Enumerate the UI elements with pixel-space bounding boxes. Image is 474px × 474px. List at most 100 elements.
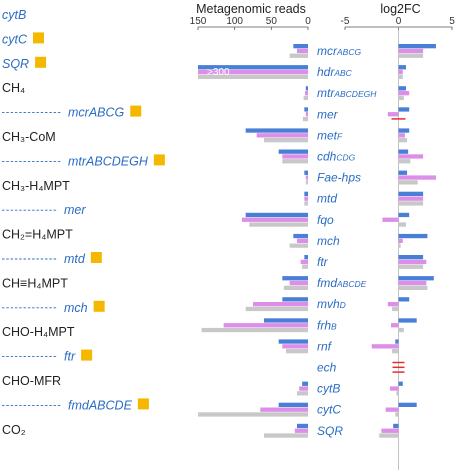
reads-bar (278, 149, 308, 154)
reads-bar (300, 259, 308, 265)
log2fc-bar (398, 196, 424, 201)
gene-indicator-box (90, 252, 102, 263)
log2fc-bar (398, 86, 406, 91)
reads-bar (198, 69, 308, 75)
log2fc-bar (398, 133, 405, 138)
log2fc-bar (398, 48, 424, 54)
log2fc-bar (395, 412, 399, 417)
log2fc-bar (381, 428, 399, 433)
gene-label: mvhD (317, 297, 346, 311)
log2fc-bar (398, 154, 424, 159)
log2fc-bar (398, 402, 417, 407)
gene-label: frhB (317, 318, 337, 332)
gene-label-sub: CDG (336, 153, 355, 163)
gene-label-main: mch (317, 234, 340, 248)
log2fc-bar (398, 280, 427, 286)
gene-pathway-label: ftr (64, 350, 76, 364)
gene-label: ftr (317, 255, 329, 269)
log2fc-bar (379, 433, 399, 438)
gene-label-main: fqo (317, 213, 334, 227)
log2fc-bar (398, 95, 404, 101)
log2fc-bar (398, 255, 424, 260)
log2fc-bar (398, 65, 406, 70)
reads-bar (253, 302, 308, 307)
log2fc-bar (398, 149, 409, 154)
reads-bar (283, 285, 308, 290)
log2fc-bar (398, 318, 417, 323)
gene-label-sub: B (331, 321, 337, 331)
gene-label-main: mcr (317, 44, 338, 58)
gene-pathway-label: cytB (2, 8, 26, 22)
gene-label: mer (317, 107, 339, 121)
gene-label-main: mtd (317, 192, 337, 206)
reads-bar (299, 386, 308, 391)
gene-label: cytB (317, 382, 340, 396)
reads-bar (303, 95, 308, 101)
gene-label-main: frh (317, 318, 331, 332)
gene-pathway-label: mtd (64, 252, 86, 266)
metabolite-label: CH≡H₄MPT (2, 276, 68, 290)
reads-bar (198, 74, 308, 79)
log2fc-bar (398, 233, 428, 239)
reads-bar (289, 243, 308, 248)
gene-label-main: fmd (317, 276, 337, 290)
gene-label-main: rnf (317, 339, 333, 353)
gene-pathway-label: fmdABCDE (68, 398, 133, 412)
reads-bar (294, 428, 308, 433)
gene-label-sub: D (340, 300, 346, 310)
gene-label: Fae-hps (317, 171, 361, 185)
gene-pathway-label: mer (64, 203, 86, 217)
metabolite-label: CH₂=H₄MPT (2, 228, 73, 242)
gene-indicator-box (137, 398, 149, 410)
log2fc-bar (398, 69, 403, 75)
reads-bar (245, 212, 308, 218)
log2fc-bar (398, 170, 408, 175)
reads-bar (282, 154, 308, 159)
reads-bar (305, 86, 308, 91)
reads-bar (293, 233, 308, 239)
reads-tick-label: 50 (266, 16, 278, 27)
log2fc-bar (398, 212, 410, 218)
reads-bar (293, 44, 308, 49)
reads-bar (305, 91, 308, 96)
gene-label-sub: ABC (333, 68, 352, 78)
reads-bar (249, 222, 308, 227)
gene-label-main: ftr (317, 255, 329, 269)
gene-label-sub: ABCG (336, 47, 361, 57)
gene-label-main: Fae-hps (317, 171, 361, 185)
log2fc-bar (398, 381, 403, 386)
reads-bar (305, 112, 308, 117)
gene-pathway-label: mch (64, 301, 88, 315)
gene-label: cytC (317, 403, 341, 417)
log2fc-bar (395, 339, 399, 344)
log2fc-bar (398, 297, 410, 302)
log2fc-bar (387, 302, 399, 307)
reads-bar (289, 280, 308, 286)
log2fc-bar (389, 386, 399, 391)
gene-label: cdhCDG (317, 150, 356, 164)
reads-bar (282, 276, 308, 281)
reads-tick-label: 150 (190, 16, 207, 27)
reads-tick-label: 0 (305, 16, 311, 27)
reads-bar (304, 107, 308, 112)
gene-label: SQR (317, 424, 343, 438)
gene-label: mtrABCDEGH (317, 86, 377, 100)
gene-label: mch (317, 234, 340, 248)
log2fc-bar (391, 323, 399, 328)
reads-bar (297, 238, 308, 243)
metabolite-label: CHO-MFR (2, 374, 61, 388)
reads-bar (304, 191, 308, 196)
log2fc-bar (398, 159, 411, 164)
reads-bar (297, 391, 308, 396)
reads-bar (198, 65, 308, 70)
reads-bar (286, 349, 308, 354)
gene-pathway-label: mcrABCG (68, 106, 125, 120)
log2fc-bar (398, 191, 424, 196)
log2fc-bar (398, 264, 424, 269)
reads-bar (264, 318, 308, 323)
gene-pathway-label: SQR (2, 57, 29, 71)
log2fc-bar (371, 344, 399, 349)
log2fc-bar (398, 128, 410, 133)
log2fc-tick-label: 5 (449, 16, 455, 27)
log2fc-bar (387, 112, 399, 117)
